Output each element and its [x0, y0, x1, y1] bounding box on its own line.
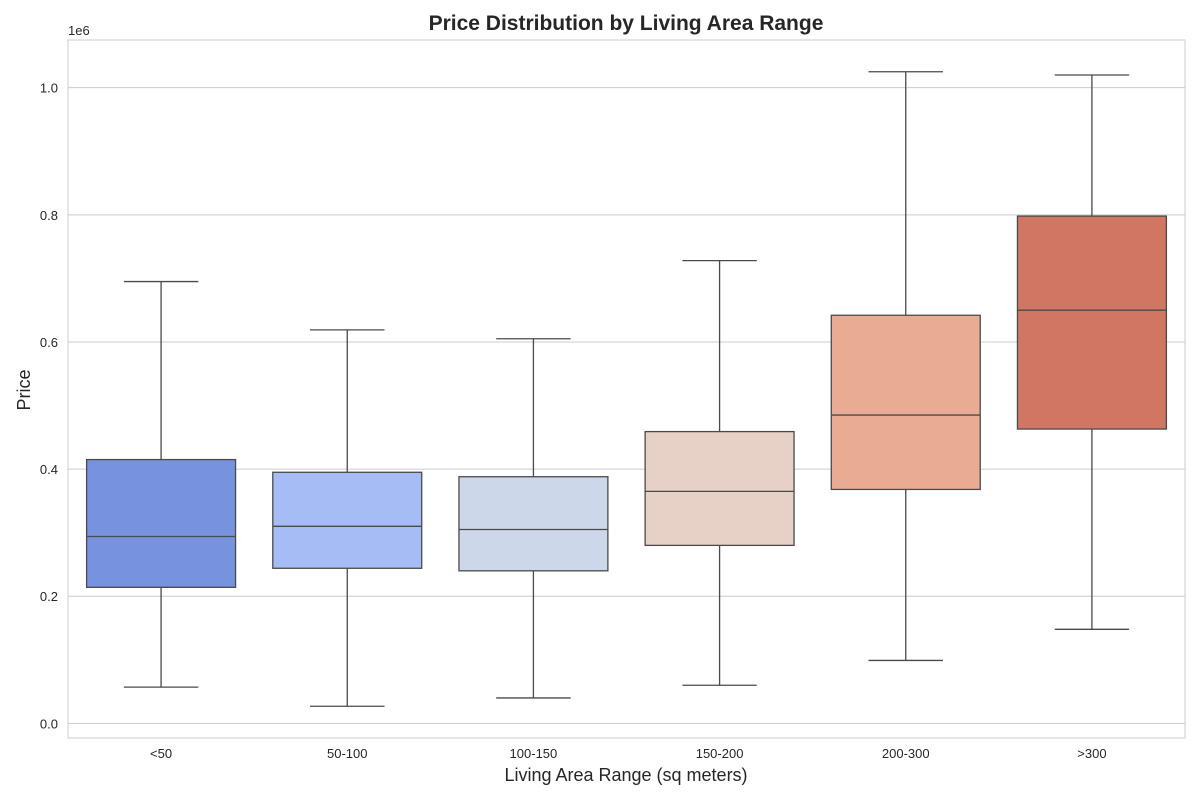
x-tick-label: 200-300	[882, 746, 930, 761]
y-tick-label: 0.2	[40, 589, 58, 604]
y-tick-label: 0.8	[40, 208, 58, 223]
x-tick-label: >300	[1077, 746, 1106, 761]
box-iqr	[1016, 215, 1168, 430]
x-tick-label: 100-150	[510, 746, 558, 761]
box-iqr	[830, 314, 981, 491]
y-tick-label: 1.0	[40, 81, 58, 96]
y-axis-offset-label: 1e6	[68, 23, 90, 38]
box-iqr	[85, 458, 237, 588]
box-iqr	[644, 430, 795, 547]
y-tick-label: 0.0	[40, 716, 58, 731]
box-iqr	[458, 476, 609, 572]
box-iqr	[272, 471, 423, 569]
y-tick-label: 0.6	[40, 335, 58, 350]
y-axis-label: Price	[14, 369, 34, 410]
x-axis-label: Living Area Range (sq meters)	[504, 765, 747, 785]
plot-frame	[67, 39, 1186, 739]
y-tick-label: 0.4	[40, 462, 58, 477]
chart-title: Price Distribution by Living Area Range	[429, 12, 824, 35]
x-tick-label: 150-200	[696, 746, 744, 761]
x-tick-label: <50	[150, 746, 172, 761]
plot-area: 0.0 0.2 0.4 0.6 0.8 1.0 <50 50-100 100-150 150-20…	[40, 39, 1186, 761]
x-tick-label: 50-100	[327, 746, 367, 761]
